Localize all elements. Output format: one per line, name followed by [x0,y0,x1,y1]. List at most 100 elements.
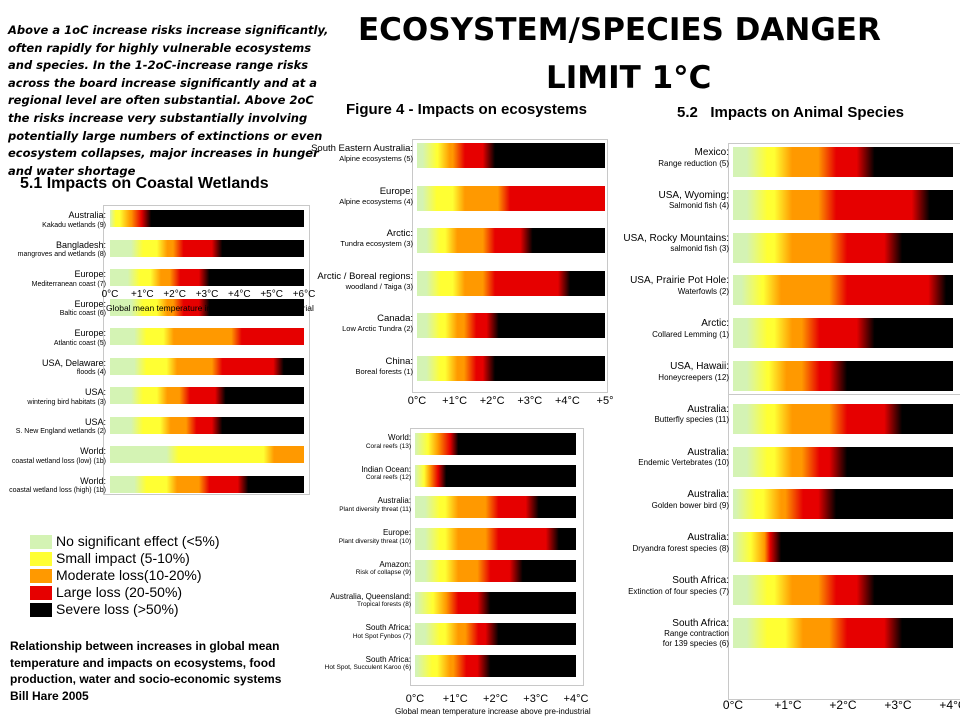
x-tick-label: +4°C [554,395,580,407]
x-tick-label: +3°C [195,289,219,300]
row-label: Amazon: Risk of collapse (9) [356,560,411,582]
chart-row: South Africa: Hot Spot, Succulent Karoo (… [325,654,576,677]
row-label: South Africa: Hot Spot, Succulent Karoo (… [325,655,411,677]
chart-row: Indian Ocean: Coral reefs (12) [361,464,576,487]
chart-row: Europe: Alpine ecosystems (4) [339,185,605,211]
impact-bar [110,328,304,345]
chart-row: Arctic: Tundra ecosystem (3) [340,228,605,253]
row-label-region: Arctic: [386,228,413,239]
row-label-detail: Tropical forests (8) [357,601,411,608]
x-tick-label: +2°C [479,395,505,407]
chart-row: USA, Hawaii: Honeycreepers (12) [658,361,953,391]
impact-bar [733,147,953,177]
impact-bar [110,298,304,316]
legend-swatch [30,586,52,600]
caption-line: Relationship between increases in global… [10,639,280,653]
row-label-region: World: [388,433,411,442]
row-label-region: World: [80,475,106,486]
figure-caption: Relationship between increases in global… [10,638,320,704]
row-label-region: Arctic: [701,318,729,330]
row-label-detail: Plant diversity threat (11) [339,505,411,513]
row-label-region: Australia: [687,532,729,544]
row-label: South Africa: Range contraction for 139 sp… [663,618,729,650]
impact-bar [415,654,576,677]
impact-bar [417,355,605,381]
x-tick-label: +4°C [563,693,589,705]
row-label: Bangladesh: mangroves and wetlands (8) [18,240,106,260]
chart-row: Australia: Golden bower bird (9) [652,489,953,520]
row-label-detail: mangroves and wetlands (8) [17,251,106,258]
impact-bar [733,489,953,520]
impact-bar [415,433,576,455]
legend-label: No significant effect (<5%) [56,533,220,549]
chart-row: Europe: Plant diversity threat (10) [339,528,576,551]
impact-bar [110,357,304,375]
row-label-region: Europe: [74,328,106,338]
impact-bar [110,475,304,493]
impact-bar [417,313,605,338]
row-label: Australia: Plant diversity threat (11) [339,496,411,518]
row-label-region: Australia: [687,489,729,501]
row-label: Australia: Butterfly species (11) [654,404,729,434]
row-label-region: Europe: [74,269,106,279]
row-label-detail: Kakadu wetlands (9) [42,221,106,229]
caption-line: temperature and impacts on ecosystems, f… [10,655,276,670]
row-label: South Africa: Hot Spot Fynbos (7) [353,623,411,645]
row-label-detail: Tundra ecosystem (3) [340,239,413,248]
row-label-detail: Boreal forests (1) [355,366,413,376]
row-label: Europe: Atlantic coast (5) [54,328,106,348]
row-label-detail: coastal wetland loss (low) (1b) [11,457,106,465]
legend-label: Severe loss (>50%) [56,601,179,617]
chart-row: World: coastal wetland loss (low) (1b) [12,446,304,465]
row-label-detail: Salmonid fish (4) [668,201,729,211]
row-label-detail: Extinction of four species (7) [628,586,729,596]
x-tick-label: +2°C [829,698,857,712]
row-label: South Eastern Australia: Alpine ecosystem… [311,143,413,168]
row-label: Arctic: Collared Lemming (1) [652,318,729,348]
legend-label: Small impact (5-10%) [56,550,190,566]
row-label-detail: Low Arctic Tundra (2) [342,324,413,333]
row-label: Australia: Dryandra forest species (8) [633,532,729,562]
chart-row: South Africa: Hot Spot Fynbos (7) [353,623,576,646]
chart-frame [728,143,960,395]
impact-bar [733,275,953,306]
row-label-detail: Coral reefs (13) [365,442,411,450]
row-label-region: Europe: [382,528,411,538]
row-label-region: China: [385,355,413,367]
row-label-region: Australia: [68,210,106,220]
row-label-region: Amazon: [379,559,411,569]
row-label: China: Boreal forests (1) [355,356,413,381]
row-label-detail: Baltic coast (6) [59,310,106,317]
impact-bar [415,464,576,487]
row-label-region: World: [80,446,106,456]
chart-row: South Africa: Range contraction for 139 sp… [663,617,953,648]
chart-row: Arctic / Boreal regions: woodland / Taiga… [317,270,605,296]
row-label: Europe: Alpine ecosystems (4) [339,186,413,211]
chart-row: Europe: Mediterranean coast (7) [32,269,304,288]
row-label: USA: wintering bird habitats (3) [27,387,106,407]
ecosystems-heading: Figure 4 - Impacts on ecosystems [346,101,587,118]
impact-bar [110,239,304,257]
impact-bar [110,416,304,434]
impact-bar [415,528,576,551]
impact-bar [417,185,605,211]
row-label-detail: Hot Spot Fynbos (7) [352,632,411,640]
row-label: Arctic / Boreal regions: woodland / Taiga… [317,271,413,296]
legend-swatch [30,552,52,566]
row-label-region: USA, Hawaii: [670,361,729,372]
impact-bar [733,318,953,349]
row-label-detail: Range reduction (5) [658,158,729,168]
impact-bar [417,270,605,296]
row-label-detail: Waterfowls (2) [677,286,729,296]
row-label-detail: Atlantic coast (5) [53,339,106,347]
slide-title-line-2: LIMIT 1°C [546,60,712,96]
row-label-region: USA, Delaware: [41,357,106,368]
x-tick-label: +1°C [442,693,468,705]
intro-paragraph: Above a 1oC increase risks increase sign… [8,23,329,178]
impact-bar [110,269,304,286]
x-tick-label: +1°C [131,289,154,300]
row-label: World: coastal wetland loss (low) (1b) [12,446,106,466]
coastal-wetlands-heading: 5.1 Impacts on Coastal Wetlands [20,175,269,192]
row-label-region: South Africa: [672,575,729,586]
impact-bar [110,210,304,227]
